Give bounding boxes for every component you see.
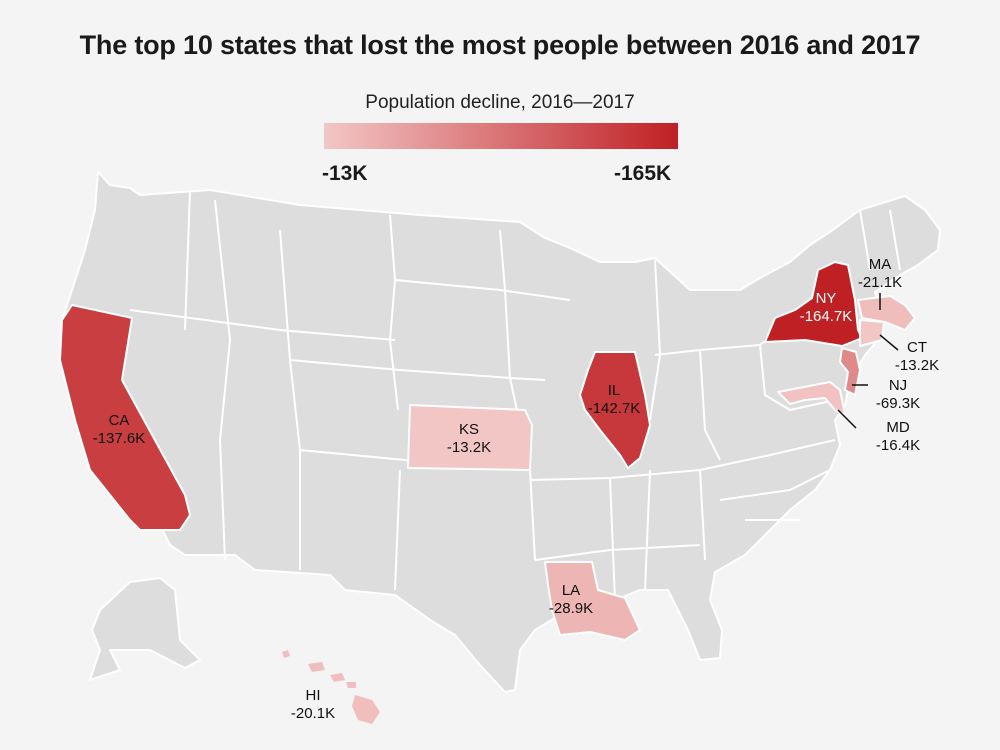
label-ca-value: -137.6K: [93, 430, 146, 447]
label-ct-value: -13.2K: [895, 357, 939, 374]
label-ma-state: MA: [869, 256, 892, 273]
label-il-state: IL: [608, 382, 621, 399]
legend-title: Population decline, 2016—2017: [365, 92, 635, 113]
label-hi-state: HI: [306, 687, 321, 704]
label-hi-value: -20.1K: [291, 705, 335, 722]
label-nj-state: NJ: [889, 377, 907, 394]
state-la: [544, 561, 641, 641]
legend-max-label: -165K: [614, 162, 672, 185]
state-ks: [407, 404, 533, 471]
label-md-state: MD: [886, 419, 909, 436]
label-ks-value: -13.2K: [447, 439, 491, 456]
label-ma-value: -21.1K: [858, 274, 902, 291]
legend-min-label: -13K: [322, 162, 368, 185]
chart-title: The top 10 states that lost the most peo…: [79, 30, 921, 60]
state-il: [579, 351, 651, 469]
label-ca-state: CA: [109, 412, 130, 429]
label-nj-value: -69.3K: [876, 395, 920, 412]
state-labels: CA -137.6K KS -13.2K IL -142.7K NY -164.…: [93, 256, 939, 722]
label-ny-state: NY: [816, 290, 837, 307]
leader-ct: [879, 334, 899, 351]
label-md-value: -16.4K: [876, 437, 920, 454]
leader-md: [837, 409, 857, 429]
state-borders: [129, 189, 901, 601]
label-il-value: -142.7K: [588, 400, 641, 417]
state-hi: [282, 650, 380, 724]
label-ct-state: CT: [907, 339, 927, 356]
state-ak: [89, 577, 201, 681]
state-ct: [859, 319, 885, 347]
label-la-state: LA: [562, 582, 580, 599]
state-ca: [59, 304, 191, 531]
label-ks-state: KS: [459, 421, 479, 438]
label-ny-value: -164.7K: [800, 308, 853, 325]
legend-color-bar: [324, 123, 678, 149]
state-ma: [857, 295, 916, 331]
state-ny: [764, 261, 863, 347]
state-nj: [839, 347, 861, 396]
label-la-value: -28.9K: [549, 600, 593, 617]
state-md: [777, 381, 846, 416]
